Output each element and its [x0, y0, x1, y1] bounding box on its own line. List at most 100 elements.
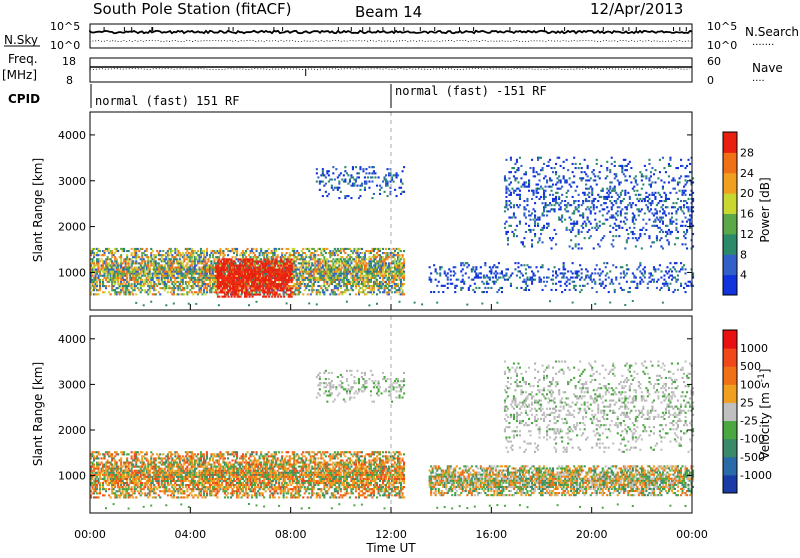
echo-cell [277, 296, 279, 298]
echo-cell [114, 256, 116, 258]
echo-cell [510, 181, 512, 183]
echo-cell [255, 289, 257, 291]
echo-cell [259, 265, 261, 267]
echo-cell [516, 159, 518, 161]
noise-left-tick-low: 10^0 [50, 39, 80, 52]
echo-cell [403, 273, 405, 275]
echo-cell [153, 287, 155, 289]
echo-cell [533, 194, 535, 196]
echo-cell [283, 296, 285, 298]
echo-cell [110, 293, 112, 295]
echo-cell [213, 277, 215, 279]
echo-cell [374, 172, 376, 174]
echo-cell [191, 264, 193, 266]
echo-cell [346, 275, 348, 277]
echo-cell [165, 258, 167, 260]
echo-cell [183, 287, 185, 289]
echo-cell [350, 262, 352, 264]
echo-cell [636, 285, 638, 287]
echo-cell [555, 184, 557, 186]
echo-cell [523, 264, 525, 266]
n-search-label: N.Search [745, 25, 799, 39]
echo-cell [367, 176, 369, 178]
echo-cell [478, 287, 480, 289]
echo-cell [218, 296, 220, 298]
echo-cell [185, 252, 187, 254]
echo-cell [335, 262, 337, 264]
echo-cell [249, 261, 251, 263]
echo-cell [685, 272, 687, 274]
echo-cell [566, 159, 568, 161]
echo-cell [255, 275, 257, 277]
echo-cell [563, 277, 565, 279]
echo-cell [614, 291, 616, 293]
echo-cell [403, 264, 405, 266]
echo-cell [111, 287, 113, 289]
echo-cell [615, 219, 617, 221]
echo-cell [248, 254, 250, 256]
echo-cell [584, 159, 586, 161]
echo-cell [192, 293, 194, 295]
echo-cell [396, 260, 398, 262]
echo-cell [140, 283, 142, 285]
echo-cell [636, 283, 638, 285]
echo-cell [639, 277, 641, 279]
echo-cell [289, 275, 291, 277]
echo-cell [243, 267, 245, 269]
echo-cell [341, 256, 343, 258]
echo-cell [244, 265, 246, 267]
echo-cell [307, 267, 309, 269]
echo-cell [654, 268, 656, 270]
noise-right-tick-low: 10^0 [707, 39, 737, 52]
echo-cell [539, 179, 541, 181]
echo-cell [282, 261, 284, 263]
echo-cell [200, 289, 202, 291]
echo-cell [320, 285, 322, 287]
echo-cell [302, 264, 304, 266]
echo-cell [573, 225, 575, 227]
echo-cell [337, 289, 339, 291]
echo-cell [505, 272, 507, 274]
echo-cell [119, 287, 121, 289]
echo-cell [244, 273, 246, 275]
echo-cell [475, 287, 477, 289]
echo-cell [170, 248, 172, 250]
echo-cell [597, 227, 599, 229]
echo-cell [150, 252, 152, 254]
echo-cell [307, 283, 309, 285]
echo-cell [141, 281, 143, 283]
echo-cell [647, 287, 649, 289]
echo-cell [249, 265, 251, 267]
echo-cell [245, 252, 247, 254]
echo-cell [108, 281, 110, 283]
echo-cell [530, 167, 532, 169]
echo-cell [259, 287, 261, 289]
echo-cell [564, 200, 566, 202]
echo-cell [131, 258, 133, 260]
echo-cell [285, 277, 287, 279]
echo-cell [288, 277, 290, 279]
echo-cell [171, 254, 173, 256]
echo-cell [514, 190, 516, 192]
echo-cell [475, 272, 477, 274]
echo-cell [302, 281, 304, 283]
echo-cell [131, 283, 133, 285]
echo-cell [635, 277, 637, 279]
echo-cell [581, 268, 583, 270]
echo-cell [519, 196, 521, 198]
echo-cell [536, 266, 538, 268]
echo-cell [558, 217, 560, 219]
echo-cell [445, 275, 447, 277]
echo-cell [329, 264, 331, 266]
echo-cell [361, 267, 363, 269]
echo-cell [365, 258, 367, 260]
echo-cell [131, 264, 133, 266]
echo-cell [341, 179, 343, 181]
echo-cell [468, 287, 470, 289]
echo-cell [311, 291, 313, 293]
echo-cell [340, 277, 342, 279]
echo-cell [267, 275, 269, 277]
echo-cell [264, 258, 266, 260]
echo-cell [314, 281, 316, 283]
echo-cell [291, 291, 293, 293]
